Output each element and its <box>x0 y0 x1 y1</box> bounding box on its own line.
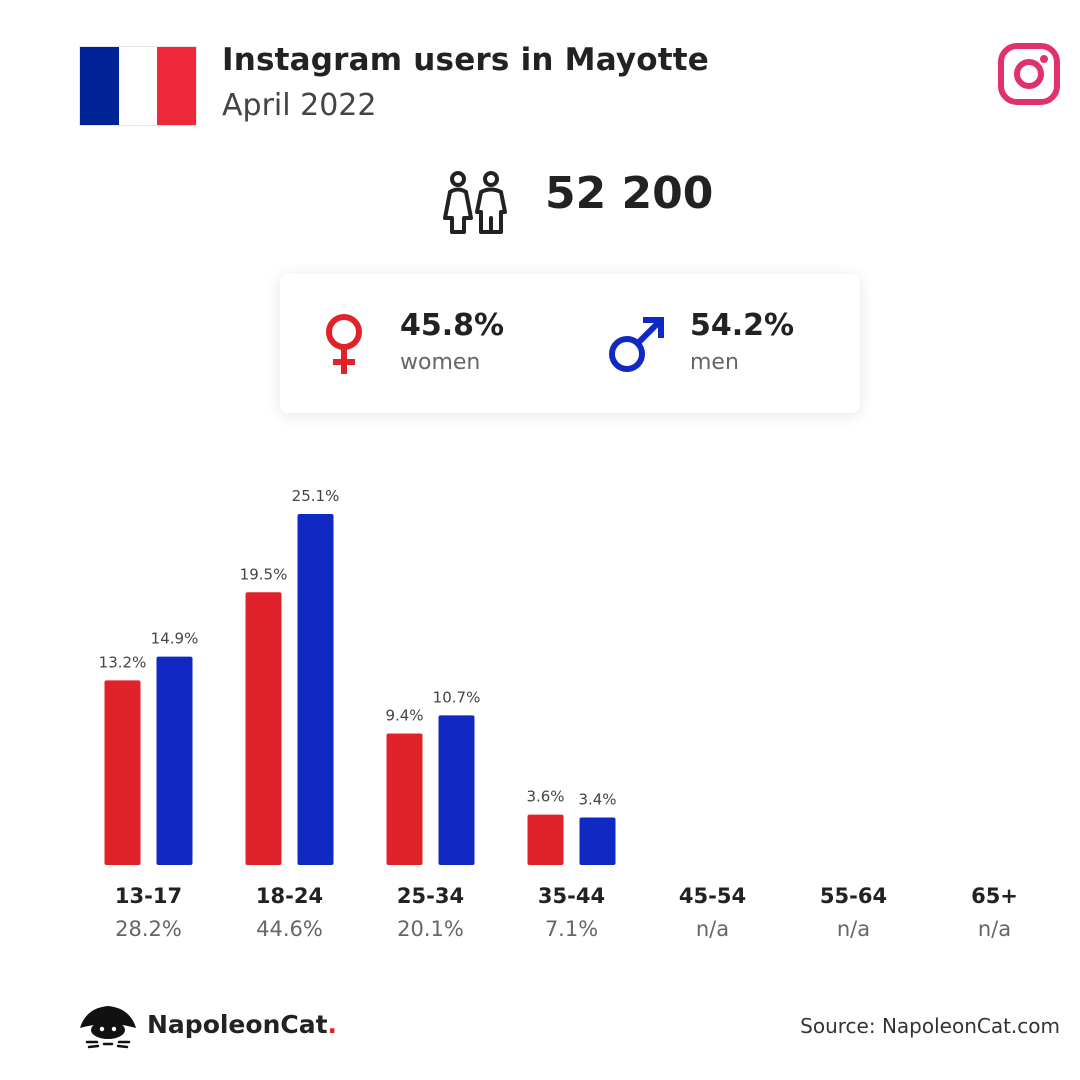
brand-text: NapoleonCat <box>147 1010 328 1039</box>
women-percent: 45.8% <box>400 308 505 343</box>
brand-dot: . <box>327 1010 338 1039</box>
bar-women-13-17 <box>104 680 141 865</box>
age-group-share: n/a <box>695 917 730 941</box>
age-group-label: 45-54 <box>678 884 747 908</box>
source-credit: Source: NapoleonCat.com <box>800 1014 1060 1038</box>
bar-men-25-34 <box>438 715 475 865</box>
page-title: Instagram users in Mayotte <box>222 42 710 78</box>
users-icon <box>443 171 507 234</box>
age-group-share: 20.1% <box>397 917 464 941</box>
age-group-label: 55-64 <box>819 884 888 908</box>
age-gender-bar-chart: 13.2%14.9% 19.5% 25.1% 9.4% 10.7% 3.6% 3.4% <box>99 487 617 865</box>
men-percent: 54.2% <box>690 308 795 343</box>
bar-value-label: 13.2% <box>99 653 147 671</box>
age-group-share: n/a <box>836 917 871 941</box>
bar-value-label: 19.5% <box>240 565 288 583</box>
male-symbol-icon <box>609 317 664 372</box>
age-group-label: 65+ <box>971 884 1018 908</box>
bar-men-35-44 <box>579 817 616 865</box>
age-group-label: 18-24 <box>255 884 324 908</box>
bar-value-label: 3.6% <box>526 788 564 806</box>
france-flag-icon <box>80 47 197 125</box>
men-label: men <box>690 350 739 375</box>
bar-value-label: 10.7% <box>433 688 481 706</box>
age-group-label: 25-34 <box>396 884 465 908</box>
flag-stripe-blue <box>80 47 119 125</box>
bar-women-18-24 <box>245 592 282 865</box>
bar-women-25-34 <box>386 733 423 865</box>
total-users-value: 52 200 <box>545 168 714 219</box>
age-group-label: 13-17 <box>114 884 183 908</box>
age-group-share: n/a <box>977 917 1012 941</box>
age-group-label: 35-44 <box>537 884 606 908</box>
age-group-share: 28.2% <box>115 917 182 941</box>
bar-value-label: 9.4% <box>385 707 423 725</box>
bar-men-13-17 <box>156 656 193 865</box>
bar-value-label: 25.1% <box>292 487 340 505</box>
women-label: women <box>400 350 481 375</box>
instagram-icon <box>998 43 1060 105</box>
gender-card: 45.8% women 54.2% men <box>280 274 860 413</box>
age-group-share: 44.6% <box>256 917 323 941</box>
bar-men-18-24 <box>297 514 334 865</box>
flag-stripe-white <box>118 47 158 125</box>
age-group-share: 7.1% <box>544 917 599 941</box>
bar-women-35-44 <box>527 814 564 865</box>
page-subtitle: April 2022 <box>222 88 377 123</box>
napoleoncat-logo-icon <box>80 1006 136 1049</box>
brand-name: NapoleonCat. <box>147 1010 337 1039</box>
bar-value-label: 14.9% <box>151 630 199 648</box>
flag-stripe-red <box>157 47 197 125</box>
female-symbol-icon <box>326 314 362 374</box>
bar-value-label: 3.4% <box>578 790 616 808</box>
